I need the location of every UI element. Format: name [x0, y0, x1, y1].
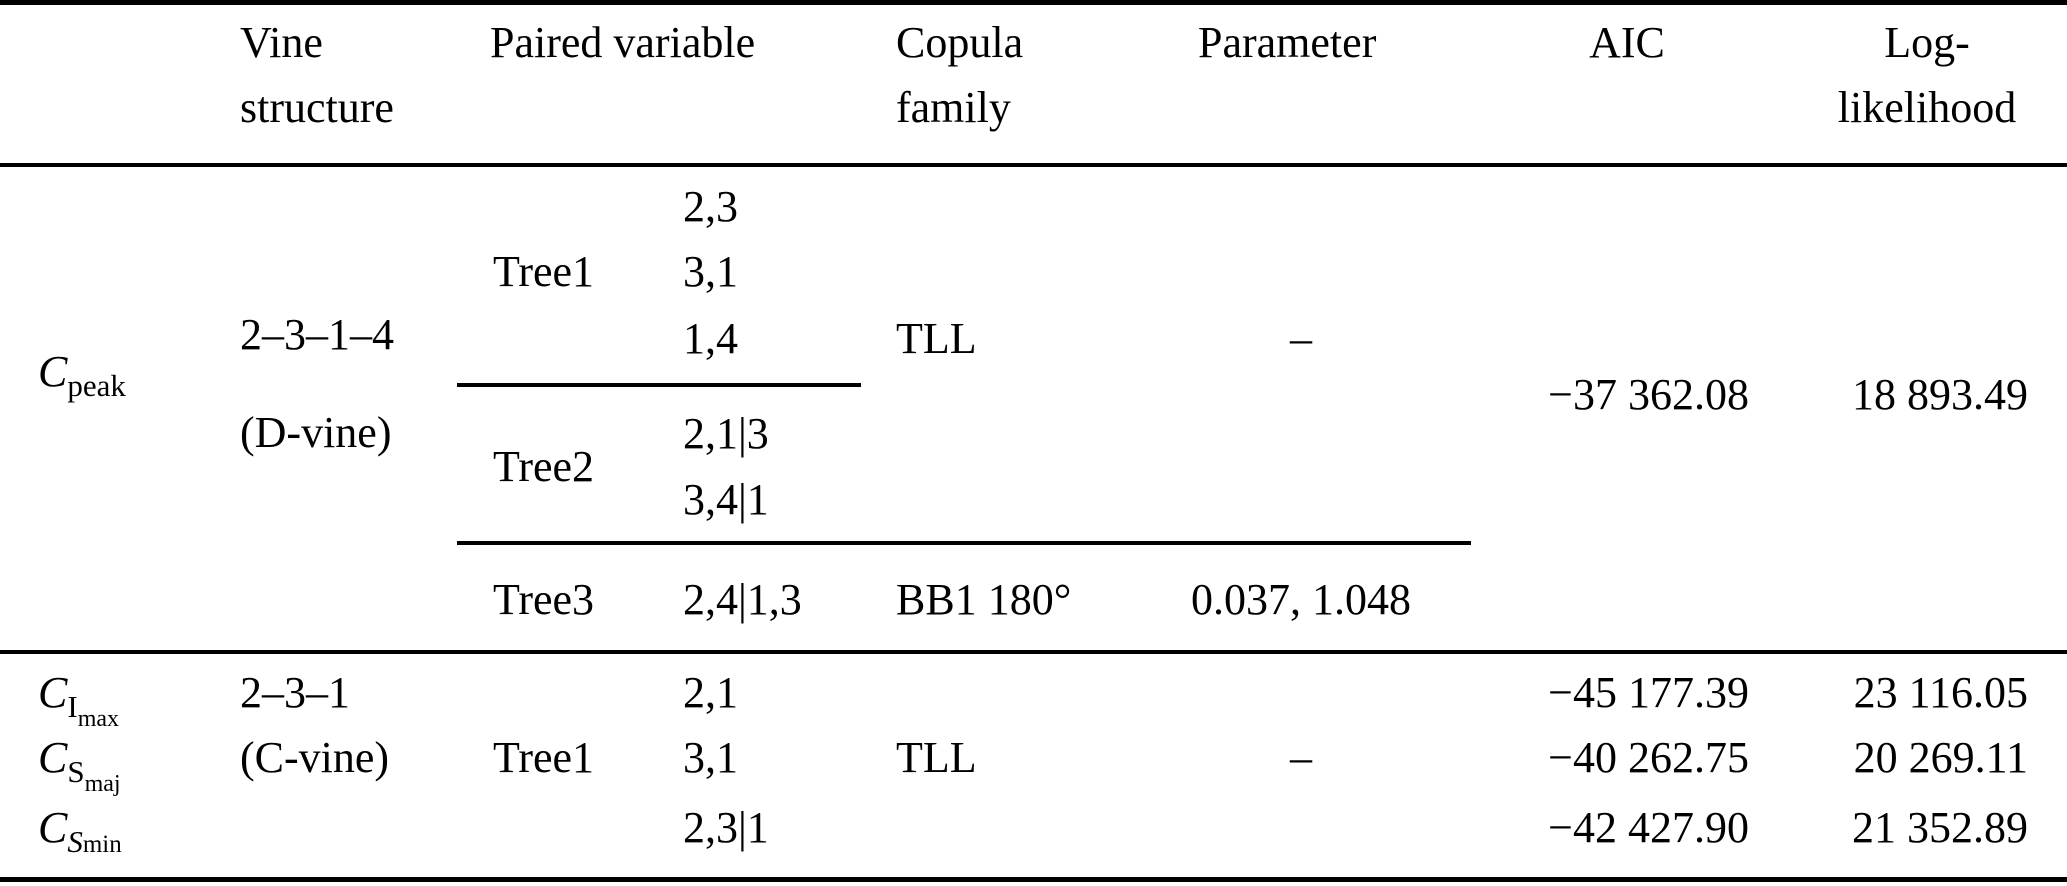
vine-type-value: (D-vine) — [240, 408, 392, 457]
row-label-cimax-subsub: max — [77, 706, 120, 732]
header-copula-family-line1: Copula — [896, 18, 1024, 67]
vine-type-value: (C-vine) — [240, 733, 390, 782]
header-paired-variable: Paired variable — [490, 18, 756, 67]
copula-family-value: TLL — [896, 314, 977, 363]
row-label-csmin-subsub: min — [82, 831, 122, 858]
log-likelihood-value: 21 352.89 — [1852, 803, 2028, 852]
paired-variable-value: 2,1 — [683, 668, 738, 717]
header-aic: AIC — [1589, 18, 1665, 67]
vine-structure-value: 2–3–1 — [240, 668, 350, 717]
paired-variable-value: 2,1|3 — [683, 409, 769, 458]
tree-label: Tree3 — [493, 575, 595, 624]
paired-variable-value: 3,4|1 — [683, 475, 769, 524]
header-parameter: Parameter — [1198, 18, 1377, 67]
aic-value: −40 262.75 — [1548, 733, 1749, 782]
row-label-cimax: CImax — [38, 668, 120, 732]
header-log-likelihood-line1: Log- — [1884, 18, 1970, 67]
row-label-csmin-sub: S — [67, 824, 83, 859]
paired-variable-value: 2,4|1,3 — [683, 575, 802, 624]
header-log-likelihood-line2: likelihood — [1837, 83, 2017, 132]
rule-bottom — [0, 877, 2067, 882]
parameter-value: – — [1290, 314, 1312, 363]
tree-label: Tree1 — [493, 247, 595, 296]
paired-variable-value: 2,3 — [683, 182, 738, 231]
row-label-cpeak: Cpeak — [38, 347, 126, 403]
row-label-cimax-sub: I — [67, 689, 78, 724]
row-label-cimax-base: C — [38, 668, 68, 717]
rule-top — [0, 0, 2067, 5]
log-likelihood-value: 20 269.11 — [1853, 733, 2028, 782]
row-label-csmin: CSmin — [38, 803, 122, 859]
header-copula-family-line2: family — [896, 83, 1011, 132]
row-label-csmin-base: C — [38, 803, 68, 852]
row-label-cpeak-sub: peak — [67, 368, 126, 403]
rule-under-tree2 — [457, 541, 1471, 545]
tree-label: Tree1 — [493, 733, 595, 782]
tree-label: Tree2 — [493, 442, 595, 491]
rule-under-tree1 — [457, 383, 861, 387]
copula-family-value: TLL — [896, 733, 977, 782]
paired-variable-value: 2,3|1 — [683, 803, 769, 852]
row-label-cpeak-base: C — [38, 347, 68, 396]
paired-variable-value: 3,1 — [683, 247, 738, 296]
row-label-csmaj: CSmaj — [38, 733, 121, 797]
header-vine-structure-line2: structure — [240, 83, 394, 132]
rule-header — [0, 163, 2067, 167]
header-vine-structure-line1: Vine — [240, 18, 323, 67]
row-label-csmaj-base: C — [38, 733, 68, 782]
row-label-csmaj-sub: S — [67, 754, 85, 789]
paired-variable-value: 3,1 — [683, 733, 738, 782]
log-likelihood-value: 23 116.05 — [1853, 668, 2028, 717]
log-likelihood-value: 18 893.49 — [1852, 370, 2028, 419]
paired-variable-value: 1,4 — [683, 314, 738, 363]
row-label-csmaj-subsub: maj — [84, 771, 121, 797]
copula-family-value: BB1 180° — [896, 575, 1072, 624]
rule-section — [0, 650, 2067, 654]
parameter-value: – — [1290, 733, 1312, 782]
vine-structure-value: 2–3–1–4 — [240, 310, 394, 359]
aic-value: −37 362.08 — [1548, 370, 1749, 419]
aic-value: −42 427.90 — [1548, 803, 1749, 852]
parameter-value: 0.037, 1.048 — [1191, 575, 1411, 624]
aic-value: −45 177.39 — [1548, 668, 1749, 717]
